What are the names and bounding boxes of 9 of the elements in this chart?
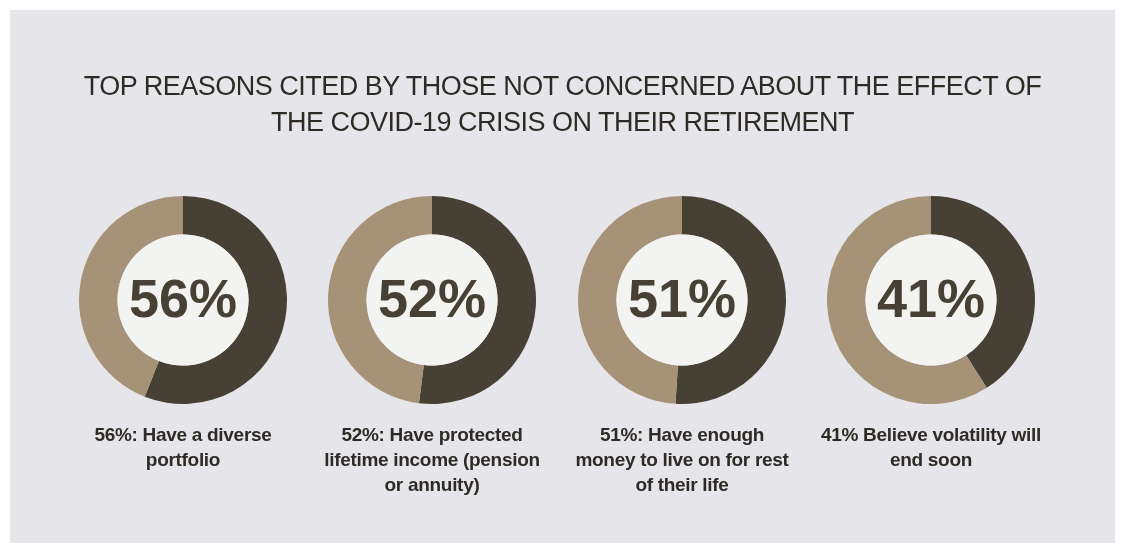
text: 51%: Have enough money to live on for rest of their life — [574, 423, 790, 497]
text: 51% — [627, 267, 737, 328]
text: TOP REASONS CITED BY THOSE NOT CONCERNED ABOUT THE EFFECT OF THE COVID-19 CRISIS ON THEIR RETIREMENT — [82, 70, 1043, 139]
text: 41% Believe volatility will end soon — [820, 423, 1042, 472]
text: 56% — [128, 267, 238, 328]
text: 41% — [876, 267, 986, 328]
text: 52% — [377, 267, 487, 328]
text: 52%: Have protected lifetime income (pension or annuity) — [323, 423, 541, 497]
text: 56%: Have a diverse portfolio — [93, 423, 273, 472]
